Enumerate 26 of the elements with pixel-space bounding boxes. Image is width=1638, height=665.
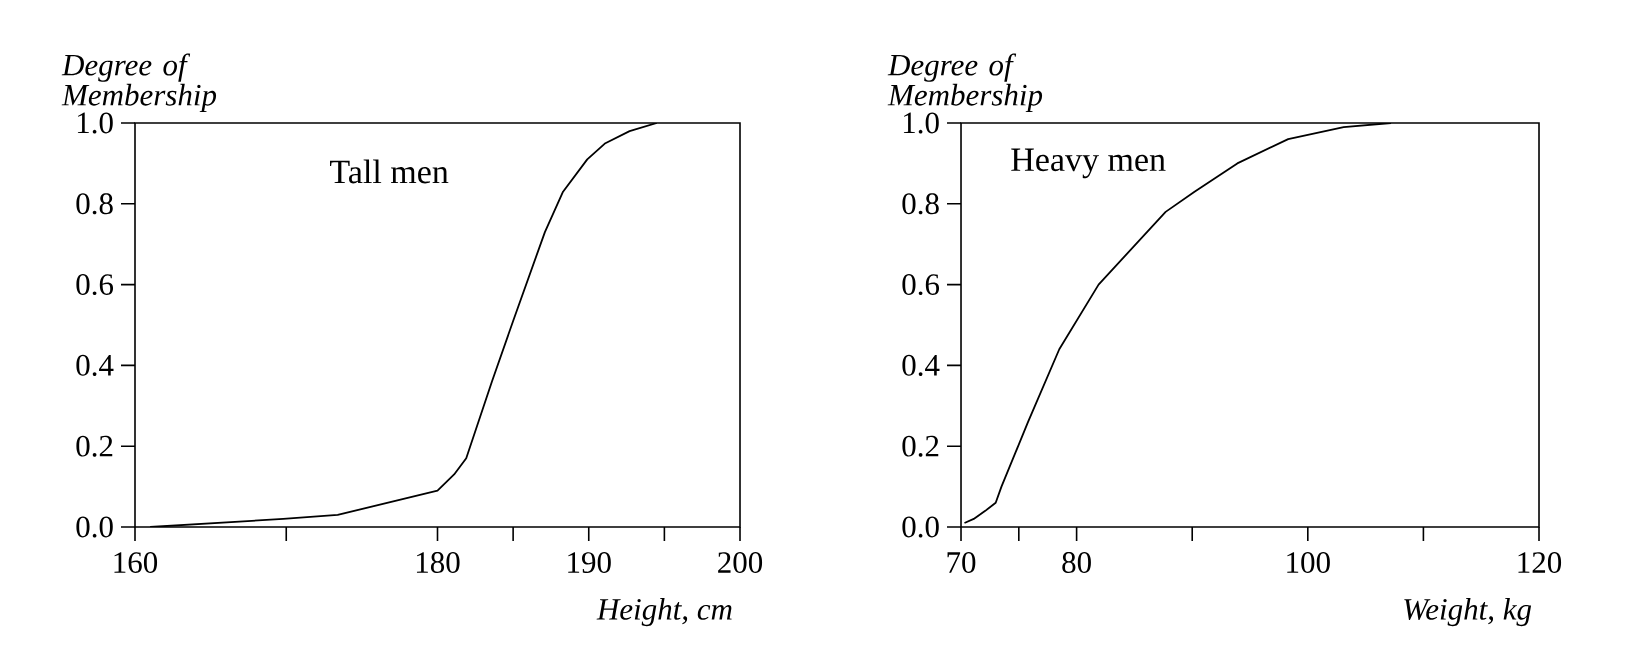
x-tick-label: 190 (568, 552, 611, 573)
y-tick-label: 0.0 (902, 516, 939, 538)
y-axis-title: Degree of Membership (61, 53, 217, 112)
x-tick-label: 80 (1062, 552, 1091, 573)
y-tick-label: 0.6 (76, 274, 114, 296)
y-tick-label: 0.8 (76, 193, 113, 215)
x-axis-title: Weight, kg (1404, 598, 1532, 627)
x-tick-label: 180 (416, 552, 460, 573)
y-tick-label: 0.2 (902, 435, 939, 457)
y-tick-label: 0.8 (902, 193, 939, 215)
y-tick-label: 0.2 (76, 435, 113, 457)
y-axis-title: Degree of Membership (887, 53, 1043, 112)
y-tick-label: 0.4 (76, 354, 114, 376)
annotation: Tall men (330, 159, 449, 184)
x-tick-label: 160 (114, 552, 158, 573)
x-axis-title: Height, cm (596, 598, 732, 627)
x-tick-label: 70 (947, 552, 976, 573)
x-tick-label: 100 (1287, 552, 1330, 573)
y-tick-label: 0.4 (902, 354, 940, 376)
annotation: Heavy men (1011, 148, 1166, 179)
x-tick-label: 120 (1518, 552, 1562, 573)
x-tick-label: 200 (718, 552, 763, 573)
y-tick-label: 1.0 (77, 112, 113, 134)
y-tick-label: 0.6 (902, 274, 940, 296)
y-tick-label: 0.0 (76, 516, 113, 538)
y-tick-label: 1.0 (903, 112, 939, 134)
